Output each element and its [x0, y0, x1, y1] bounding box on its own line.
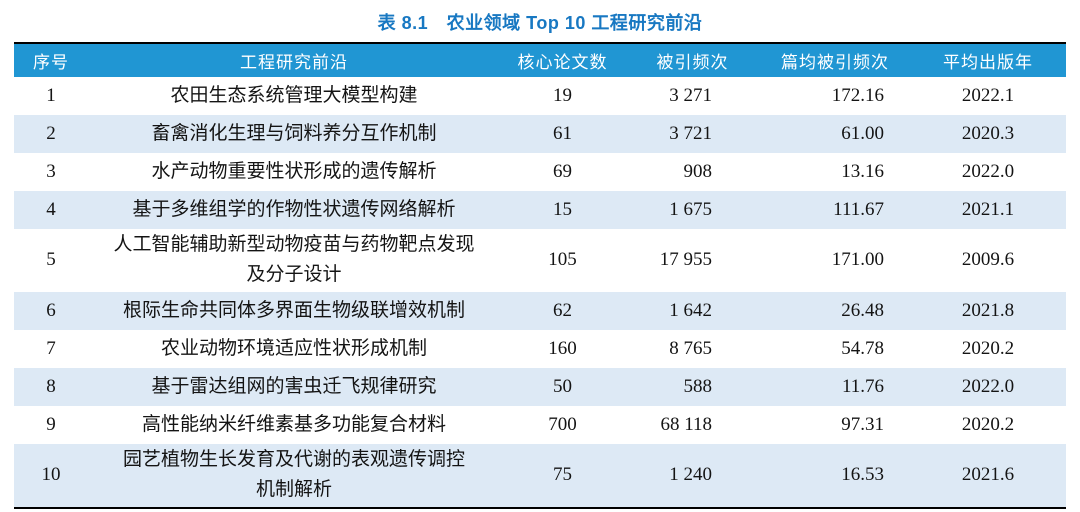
table-row: 3 水产动物重要性状形成的遗传解析 69 908 13.16 2022.0 [14, 153, 1066, 191]
table-row: 7 农业动物环境适应性状形成机制 160 8 765 54.78 2020.2 [14, 330, 1066, 368]
table-row: 1 农田生态系统管理大模型构建 19 3 271 172.16 2022.1 [14, 77, 1066, 115]
research-fronts-table: 序号 工程研究前沿 核心论文数 被引频次 篇均被引频次 平均出版年 1 农田生态系统管理大模… [14, 42, 1066, 509]
column-header-rank: 序号 [14, 43, 88, 77]
cell-year: 2021.8 [910, 291, 1066, 330]
cell-cpp: 172.16 [831, 84, 884, 106]
cell-front: 高性能纳米纤维素基多功能复合材料 [141, 413, 446, 435]
table-row: 4 基于多维组学的作物性状遗传网络解析 15 1 675 111.67 2021.1 [14, 191, 1066, 229]
cell-papers: 61 [500, 115, 625, 153]
cell-rank: 6 [14, 291, 88, 330]
cell-front: 畜禽消化生理与饲料养分互作机制 [88, 115, 500, 153]
cell-citations: 3 721 [625, 115, 760, 153]
cell-cpp: 111.67 [760, 191, 910, 229]
cell-citations: 1 240 [625, 443, 760, 508]
cell-papers: 160 [548, 337, 577, 359]
cell-cpp: 16.53 [760, 443, 910, 508]
cell-cpp: 26.48 [760, 291, 910, 330]
cell-papers: 50 [500, 367, 625, 406]
cell-rank: 9 [46, 413, 56, 435]
column-header-cpp: 篇均被引频次 [760, 43, 910, 77]
cell-citations: 3 271 [669, 84, 712, 106]
cell-rank: 7 [46, 337, 56, 359]
cell-papers: 700 [548, 413, 577, 435]
table-title: 表 8.1 农业领域 Top 10 工程研究前沿 [377, 13, 703, 33]
cell-citations: 68 118 [660, 413, 712, 435]
cell-year: 2009.6 [961, 249, 1015, 271]
cell-citations: 908 [683, 160, 713, 182]
header-row: 序号 工程研究前沿 核心论文数 被引频次 篇均被引频次 平均出版年 [14, 43, 1066, 77]
column-header-papers: 核心论文数 [500, 43, 625, 77]
cell-rank: 10 [14, 443, 88, 508]
cell-cpp: 171.00 [831, 249, 884, 271]
cell-rank: 2 [14, 115, 88, 153]
cell-rank: 8 [14, 367, 88, 406]
cell-year: 2022.1 [961, 84, 1015, 106]
cell-front: 根际生命共同体多界面生物级联增效机制 [88, 291, 500, 330]
table-body: 1 农田生态系统管理大模型构建 19 3 271 172.16 2022.1 2 畜禽消化生理… [14, 77, 1066, 508]
cell-papers: 15 [500, 191, 625, 229]
table-header: 序号 工程研究前沿 核心论文数 被引频次 篇均被引频次 平均出版年 [14, 43, 1066, 77]
cell-front: 基于多维组学的作物性状遗传网络解析 [88, 191, 500, 229]
cell-papers: 75 [500, 443, 625, 508]
cell-papers: 105 [548, 249, 577, 271]
cell-papers: 69 [553, 160, 572, 182]
table-row: 9 高性能纳米纤维素基多功能复合材料 700 68 118 97.31 2020.2 [14, 406, 1066, 444]
cell-citations: 17 955 [659, 249, 712, 271]
cell-year: 2020.3 [910, 115, 1066, 153]
cell-year: 2020.2 [961, 413, 1015, 435]
table-row: 6 根际生命共同体多界面生物级联增效机制 62 1 642 26.48 2021.8 [14, 291, 1066, 330]
cell-cpp: 13.16 [841, 160, 884, 182]
cell-year: 2021.6 [910, 443, 1066, 508]
cell-cpp: 54.78 [841, 337, 884, 359]
table-row: 2 畜禽消化生理与饲料养分互作机制 61 3 721 61.00 2020.3 [14, 115, 1066, 153]
cell-papers: 19 [553, 84, 572, 106]
cell-cpp: 61.00 [760, 115, 910, 153]
cell-year: 2022.0 [961, 160, 1015, 182]
cell-rank: 5 [46, 249, 56, 271]
cell-cpp: 97.31 [841, 413, 884, 435]
cell-rank: 1 [46, 84, 56, 106]
cell-year: 2022.0 [910, 367, 1066, 406]
cell-papers: 62 [500, 291, 625, 330]
cell-citations: 1 675 [625, 191, 760, 229]
table-row: 10 园艺植物生长发育及代谢的表观遗传调控 机制解析 75 1 240 16.53 202… [14, 443, 1066, 508]
cell-year: 2020.2 [961, 337, 1015, 359]
table-row: 8 基于雷达组网的害虫迁飞规律研究 50 588 11.76 2022.0 [14, 367, 1066, 406]
cell-citations: 8 765 [669, 337, 712, 359]
table-row: 5 人工智能辅助新型动物疫苗与药物靶点发现 及分子设计 105 17 955 171.0… [14, 229, 1066, 292]
cell-front: 园艺植物生长发育及代谢的表观遗传调控 机制解析 [88, 443, 500, 508]
cell-rank: 4 [14, 191, 88, 229]
column-header-year: 平均出版年 [910, 43, 1066, 77]
cell-front: 水产动物重要性状形成的遗传解析 [151, 160, 437, 182]
cell-front: 农业动物环境适应性状形成机制 [160, 337, 427, 359]
column-header-citations: 被引频次 [625, 43, 760, 77]
column-header-front: 工程研究前沿 [88, 43, 500, 77]
cell-year: 2021.1 [910, 191, 1066, 229]
cell-rank: 3 [46, 160, 56, 182]
cell-front: 人工智能辅助新型动物疫苗与药物靶点发现 及分子设计 [113, 234, 475, 286]
cell-citations: 588 [625, 367, 760, 406]
cell-cpp: 11.76 [760, 367, 910, 406]
cell-front: 农田生态系统管理大模型构建 [170, 84, 418, 106]
cell-front: 基于雷达组网的害虫迁飞规律研究 [88, 367, 500, 406]
cell-citations: 1 642 [625, 291, 760, 330]
